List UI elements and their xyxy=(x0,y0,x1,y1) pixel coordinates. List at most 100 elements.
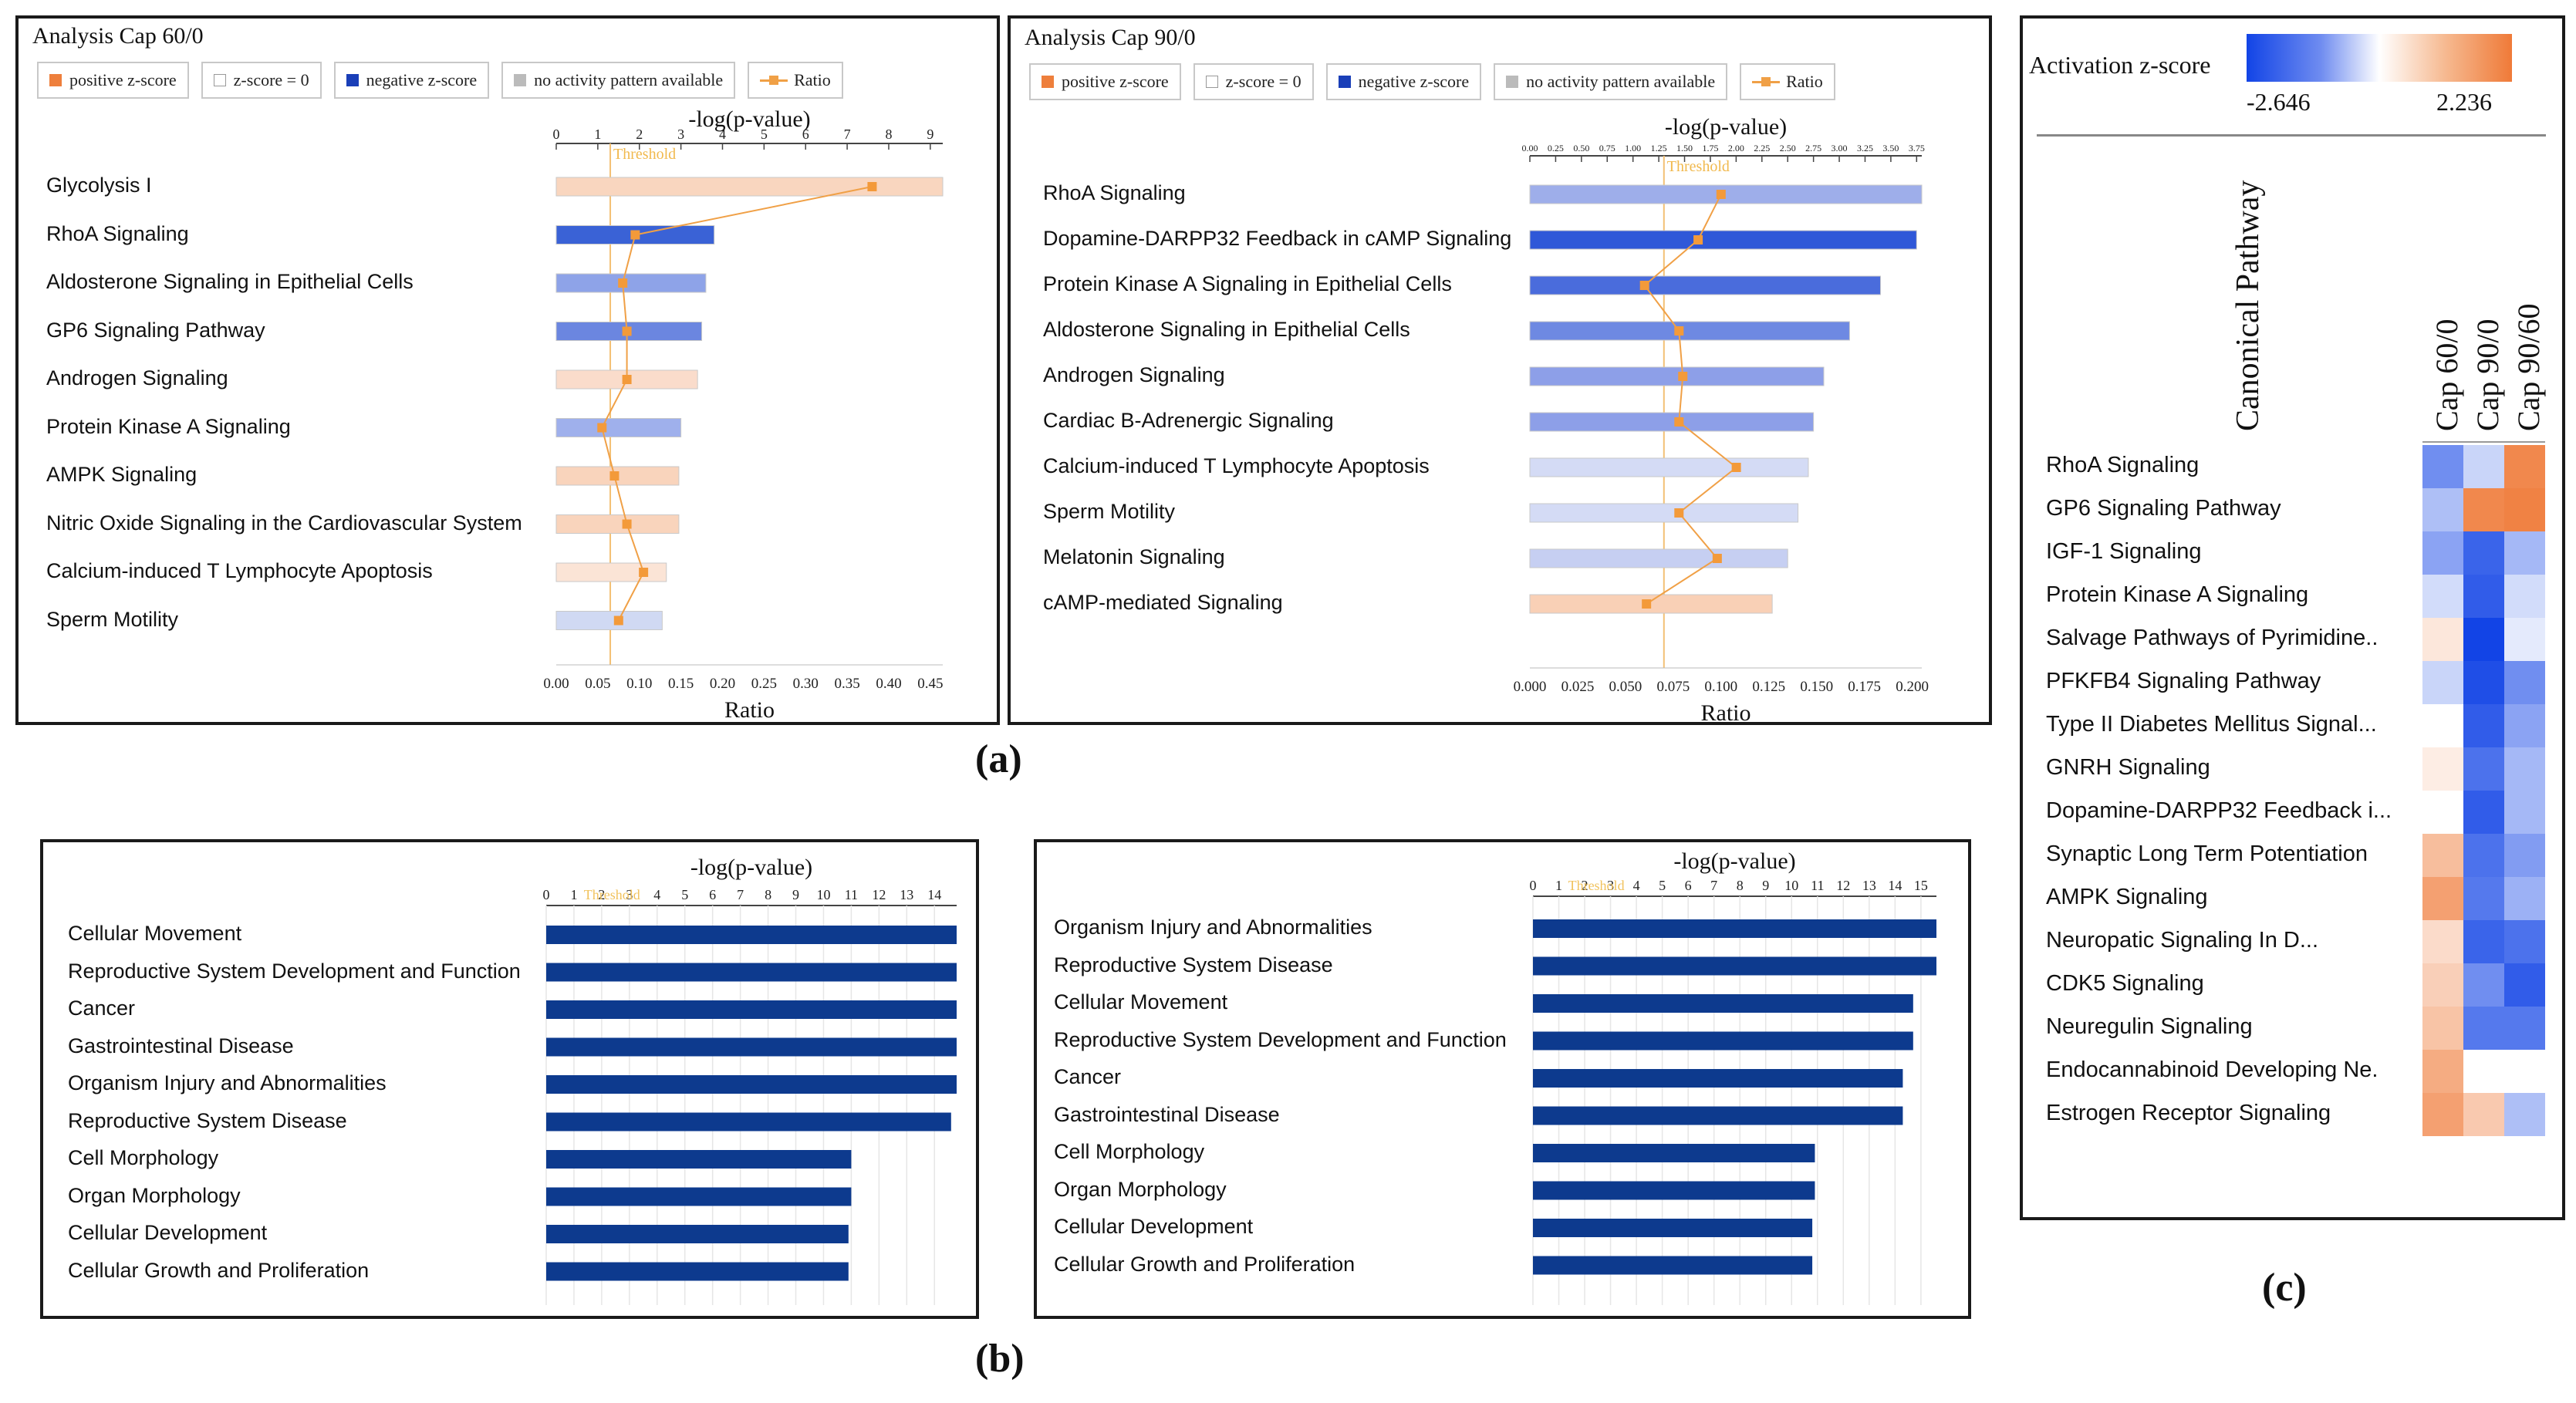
bar xyxy=(546,1225,849,1243)
chart-title: Analysis Cap 90/0 xyxy=(1025,25,1196,50)
category-label: Calcium-induced T Lymphocyte Apoptosis xyxy=(46,559,433,582)
top-axis-tick-label: 6 xyxy=(709,887,716,902)
bar xyxy=(1533,994,1913,1013)
bottom-axis-tick-label: 0.10 xyxy=(626,676,652,692)
heatmap-cell xyxy=(2504,920,2545,963)
category-label: Protein Kinase A Signaling in Epithelial… xyxy=(1043,272,1452,295)
top-axis-tick-label: 2 xyxy=(598,887,605,902)
threshold-label: Threshold xyxy=(584,887,640,902)
heatmap-row-label: Type II Diabetes Mellitus Signal... xyxy=(2046,712,2377,737)
heatmap-cell xyxy=(2463,877,2504,920)
heatmap-cell xyxy=(2504,963,2545,1007)
category-label: RhoA Signaling xyxy=(46,221,189,245)
top-axis-tick-label: 6 xyxy=(1685,878,1692,893)
top-axis-tick-label: 9 xyxy=(927,126,934,142)
top-axis-tick-label: 14 xyxy=(1888,878,1902,893)
bottom-axis-tick-label: 0.075 xyxy=(1656,679,1690,695)
bottom-axis-tick-label: 0.00 xyxy=(543,676,569,692)
bar xyxy=(1529,275,1882,295)
top-axis-tick-label: 11 xyxy=(1811,878,1824,893)
top-axis-tick-label: 9 xyxy=(1762,878,1769,893)
heatmap-cell xyxy=(2463,791,2504,834)
bar xyxy=(1533,956,1936,976)
top-axis-tick-label: 2.75 xyxy=(1805,143,1821,153)
category-label: Cell Morphology xyxy=(68,1146,219,1169)
colorbar-max-label: 2.236 xyxy=(2436,88,2492,116)
bar xyxy=(555,562,667,582)
category-label: AMPK Signaling xyxy=(46,463,198,486)
bar xyxy=(555,418,682,437)
chart-legend: positive z-score z-score = 0 negative z-… xyxy=(37,62,843,99)
panel-analysis-cap-90-0: Analysis Cap 90/0 positive z-score z-sco… xyxy=(1008,15,1992,726)
panel-diseases-functions-cap-90-0: Organism Injury and Abnormalities Reprodu… xyxy=(1034,839,1971,1319)
top-axis-tick-label: 4 xyxy=(1633,878,1640,893)
bottom-axis-tick-label: 0.15 xyxy=(668,676,694,692)
top-axis-tick-label: 7 xyxy=(844,126,851,142)
figure-label-c: (c) xyxy=(2262,1266,2307,1310)
heatmap-cell xyxy=(2504,1050,2545,1093)
bottom-axis-tick-label: 0.25 xyxy=(751,676,777,692)
category-label: Cellular Development xyxy=(68,1221,268,1244)
top-axis-tick-label: 4 xyxy=(653,887,660,902)
heatmap-cell xyxy=(2422,791,2463,834)
bottom-axis-tick-label: 0.200 xyxy=(1896,679,1929,695)
heatmap-row-label: Dopamine-DARPP32 Feedback i... xyxy=(2046,798,2392,823)
heatmap-cell xyxy=(2463,747,2504,791)
legend-no-activity: no activity pattern available xyxy=(501,62,736,99)
heatmap-cell xyxy=(2504,575,2545,618)
heatmap-cell xyxy=(2463,1093,2504,1136)
ratio-point xyxy=(1639,281,1649,290)
top-axis-tick-label: 3 xyxy=(1607,878,1614,893)
colorbar-min-label: -2.646 xyxy=(2247,88,2311,116)
legend-positive-z: positive z-score xyxy=(1029,63,1181,100)
ratio-point xyxy=(1693,235,1703,245)
heatmap-cell xyxy=(2504,445,2545,488)
heatmap-row-label: Synaptic Long Term Potentiation xyxy=(2046,841,2368,866)
bar xyxy=(1533,1144,1815,1162)
top-axis-tick-label: 4 xyxy=(719,126,726,142)
bar-chart-cap-90-0: -log(p-value) 0.00 0.25 0.50 0.75 1.00 1.25 1.5… xyxy=(1514,114,1929,726)
legend-zero-z: z-score = 0 xyxy=(201,62,322,99)
bar xyxy=(546,1262,849,1281)
category-label: Gastrointestinal Disease xyxy=(1054,1102,1280,1126)
category-label: Organism Injury and Abnormalities xyxy=(1054,916,1372,939)
legend-negative-z: negative z-score xyxy=(1325,63,1482,100)
top-axis-tick-label: 9 xyxy=(792,887,799,902)
chart-title: Analysis Cap 60/0 xyxy=(32,23,204,49)
bar xyxy=(1533,919,1936,938)
top-axis-tick-label: 10 xyxy=(1784,878,1798,893)
heatmap-cell xyxy=(2422,877,2463,920)
ratio-point xyxy=(1674,417,1684,427)
bottom-axis-tick-label: 0.05 xyxy=(585,676,610,692)
colorbar-title: Activation z-score xyxy=(2029,51,2211,79)
category-label: Cellular Movement xyxy=(68,922,242,945)
top-axis-tick-label: 1 xyxy=(594,126,601,142)
category-label: Organ Morphology xyxy=(68,1183,241,1207)
heatmap-cell xyxy=(2422,531,2463,575)
heatmap-cell xyxy=(2504,1007,2545,1050)
top-axis-tick-label: 12 xyxy=(1836,878,1850,893)
top-axis-tick-label: 7 xyxy=(737,887,744,902)
threshold-label: Threshold xyxy=(1568,878,1625,893)
ratio-point xyxy=(1674,508,1684,518)
heatmap-cell xyxy=(2463,618,2504,661)
heatmap-row-label: RhoA Signaling xyxy=(2046,453,2200,477)
bar xyxy=(546,1037,957,1057)
ratio-line xyxy=(601,186,873,621)
ratio-point xyxy=(639,568,649,577)
ratio-point xyxy=(1642,599,1652,609)
top-axis-tick-label: 13 xyxy=(1862,878,1876,893)
top-axis-tick-label: 0 xyxy=(1530,878,1537,893)
category-label: Androgen Signaling xyxy=(1043,363,1225,386)
legend-ratio: Ratio xyxy=(1740,63,1835,100)
ratio-point xyxy=(597,423,607,433)
heatmap-cell xyxy=(2463,575,2504,618)
heatmap-cell xyxy=(2463,1050,2504,1093)
heatmap-cell xyxy=(2422,1007,2463,1050)
legend-no-activity: no activity pattern available xyxy=(1494,63,1728,100)
heatmap-cell xyxy=(2504,791,2545,834)
top-axis-tick-label: 5 xyxy=(761,126,768,142)
heatmap-cell xyxy=(2422,488,2463,531)
bar xyxy=(546,1000,957,1019)
panel-diseases-functions-cap-60-0: Cellular Movement Reproductive System Dev… xyxy=(40,839,979,1319)
